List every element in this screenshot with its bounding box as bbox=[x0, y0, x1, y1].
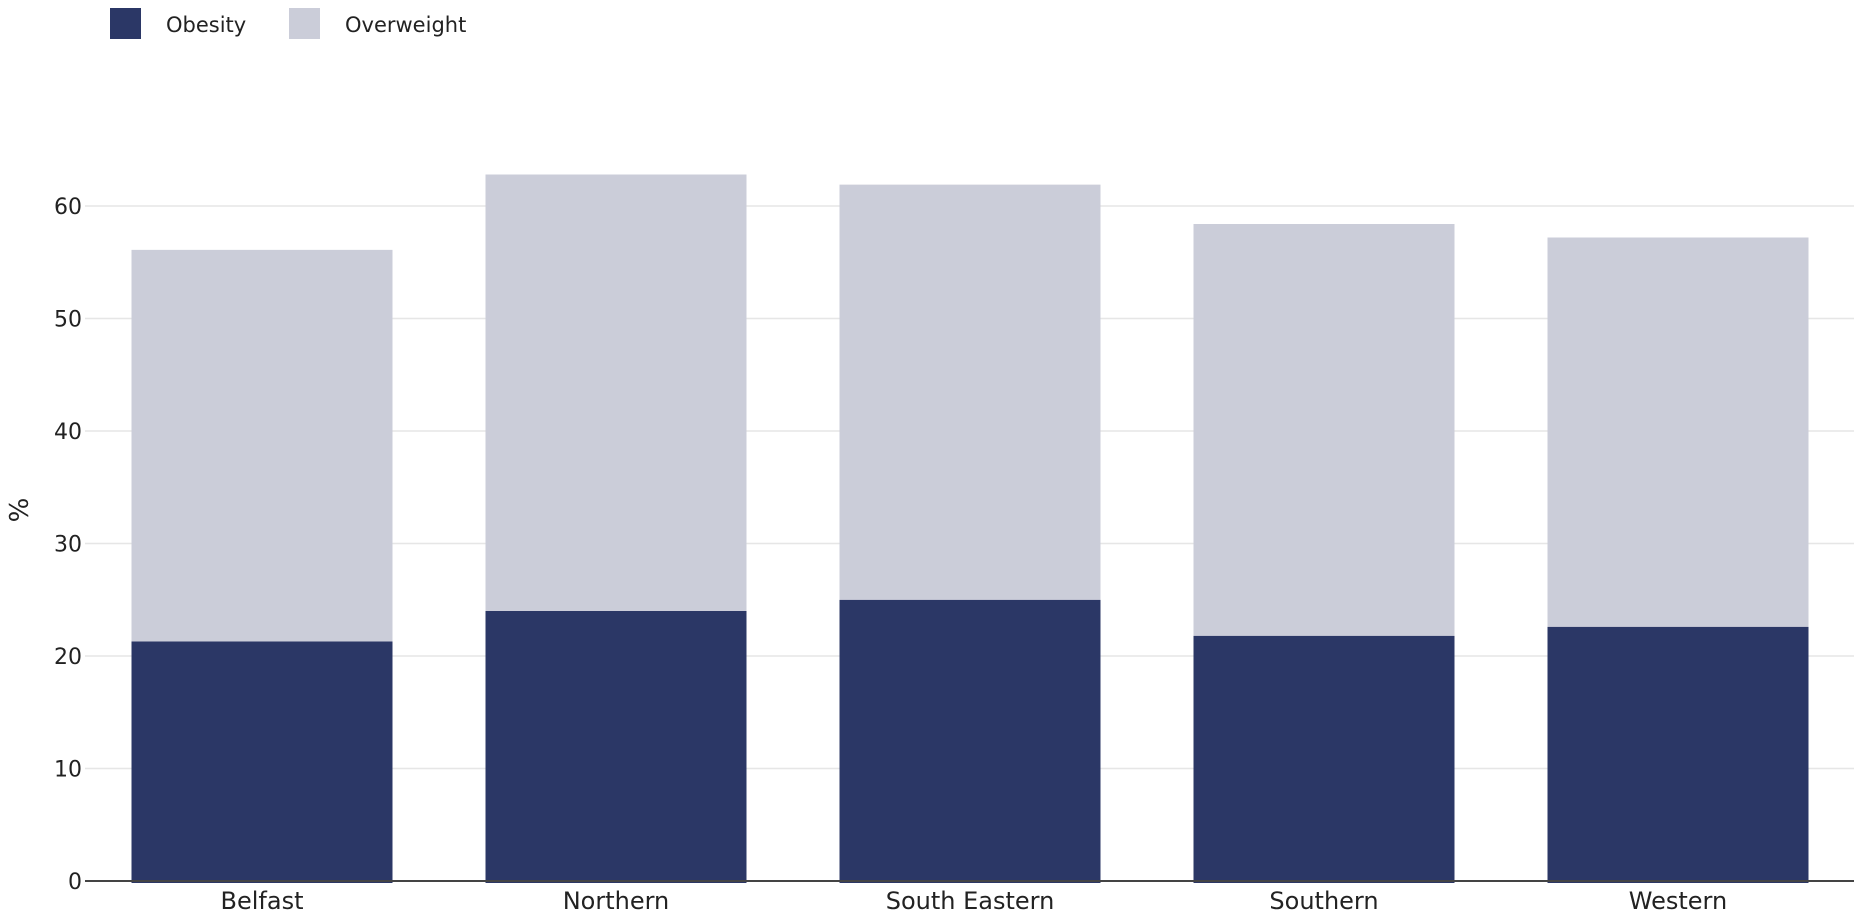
bar-overweight[interactable] bbox=[1193, 224, 1455, 636]
y-tick-label: 30 bbox=[54, 533, 82, 558]
y-tick-label: 60 bbox=[54, 195, 82, 220]
bar-overweight[interactable] bbox=[839, 184, 1101, 600]
bar-obesity[interactable] bbox=[1193, 635, 1455, 883]
bar-obesity[interactable] bbox=[1547, 626, 1809, 883]
legend-label: Overweight bbox=[345, 13, 466, 37]
y-axis-title: % bbox=[5, 498, 35, 523]
bar-obesity[interactable] bbox=[839, 599, 1101, 883]
y-tick-label: 40 bbox=[54, 420, 82, 445]
y-tick-label: 20 bbox=[54, 645, 82, 670]
x-axis-categories: Belfast Northern South Eastern Southern West… bbox=[221, 887, 1728, 914]
x-category-label: Southern bbox=[1269, 887, 1378, 914]
bar-obesity[interactable] bbox=[485, 611, 747, 883]
legend-item-overweight[interactable]: Overweight bbox=[289, 8, 466, 39]
bar-overweight[interactable] bbox=[131, 249, 393, 642]
bar-overweight[interactable] bbox=[485, 174, 747, 612]
x-category-label: Belfast bbox=[221, 887, 304, 914]
bar-obesity[interactable] bbox=[131, 641, 393, 883]
bar-overweight[interactable] bbox=[1547, 237, 1809, 627]
x-category-label: Western bbox=[1629, 887, 1727, 914]
legend: Obesity Overweight bbox=[110, 8, 466, 39]
x-category-label: South Eastern bbox=[886, 887, 1055, 914]
y-tick-label: 10 bbox=[54, 758, 82, 783]
bars bbox=[131, 174, 1809, 883]
y-tick-label: 0 bbox=[68, 870, 82, 895]
legend-item-obesity[interactable]: Obesity bbox=[110, 8, 246, 39]
legend-label: Obesity bbox=[166, 13, 246, 37]
y-tick-label: 50 bbox=[54, 308, 82, 333]
x-category-label: Northern bbox=[563, 887, 670, 914]
legend-swatch bbox=[289, 8, 320, 39]
y-axis-ticks: 0 10 20 30 40 50 60 bbox=[54, 195, 82, 895]
legend-swatch bbox=[110, 8, 141, 39]
